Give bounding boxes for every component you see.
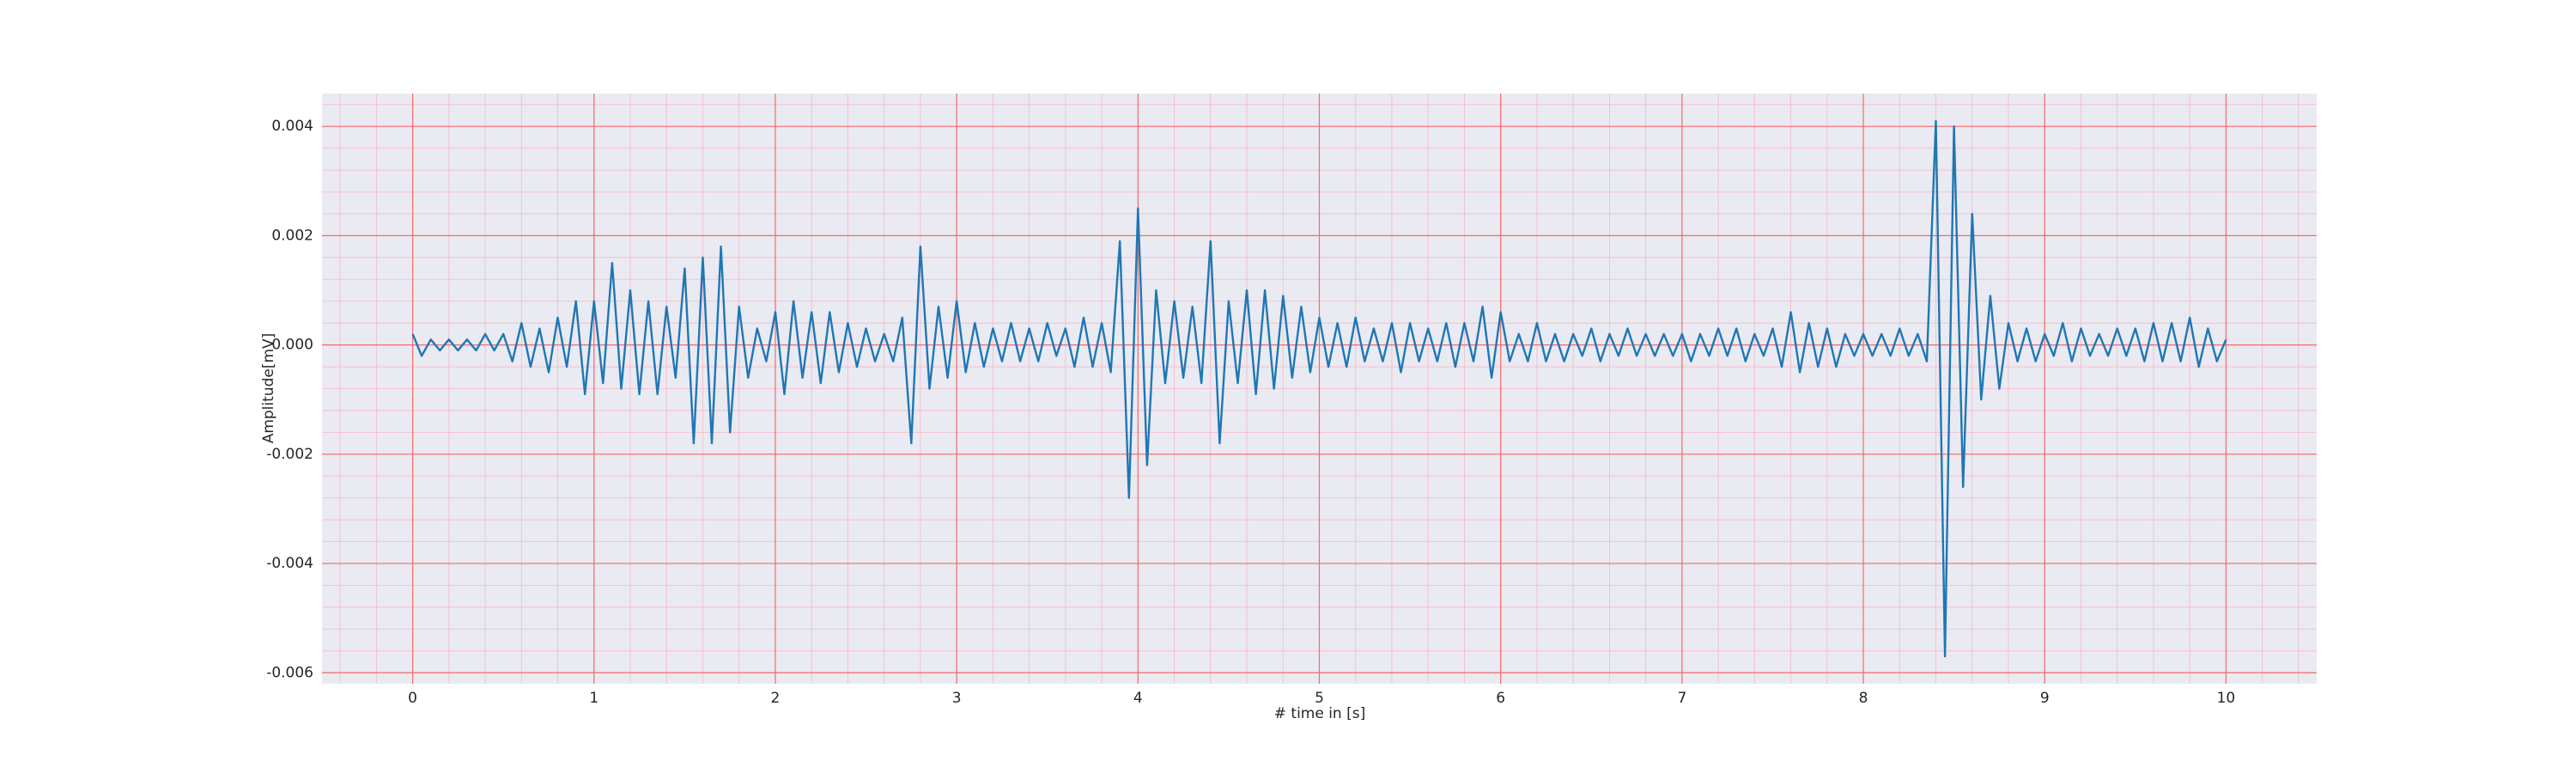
y-tick-label: 0.002 (271, 227, 313, 244)
x-tick-label: 1 (589, 690, 598, 707)
x-tick-label: 3 (952, 690, 962, 707)
signal-line (411, 119, 2227, 658)
x-tick-label: 10 (2217, 690, 2236, 707)
y-tick-label: 0.000 (271, 337, 313, 354)
x-tick-label: 7 (1677, 690, 1686, 707)
x-tick-label: 8 (1859, 690, 1868, 707)
x-tick-label: 0 (408, 690, 417, 707)
y-axis-label: Amplitude[mV] (260, 333, 277, 444)
x-tick-label: 6 (1496, 690, 1505, 707)
y-tick-label: -0.006 (266, 664, 313, 681)
x-tick-label: 2 (771, 690, 781, 707)
y-tick-label: -0.004 (266, 555, 313, 572)
x-tick-label: 4 (1133, 690, 1143, 707)
y-tick-label: 0.004 (271, 118, 313, 135)
y-tick-label: -0.002 (266, 446, 313, 463)
x-tick-label: 9 (2040, 690, 2050, 707)
x-tick-label: 5 (1315, 690, 1324, 707)
x-axis-label: # time in [s] (1274, 705, 1365, 722)
